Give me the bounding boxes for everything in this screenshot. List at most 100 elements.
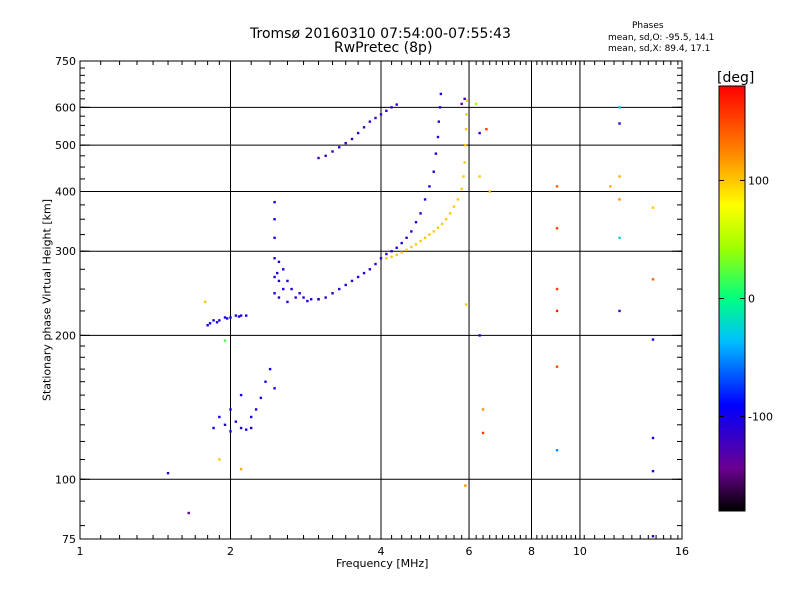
data-point — [362, 126, 366, 129]
colorbar: 100 0 -100 — [718, 85, 773, 512]
data-point — [239, 393, 243, 397]
data-point — [249, 415, 253, 419]
data-point — [273, 218, 276, 221]
data-point — [264, 380, 267, 383]
data-point — [488, 190, 491, 193]
data-point — [465, 113, 468, 116]
data-point — [460, 187, 463, 191]
x-tick-label: 10 — [573, 545, 587, 558]
data-point — [434, 152, 438, 155]
y-tick-label: 75 — [62, 533, 76, 546]
data-point — [651, 338, 655, 341]
data-point — [223, 316, 227, 319]
data-point — [368, 268, 372, 271]
data-point — [465, 99, 469, 102]
data-point — [481, 408, 485, 411]
data-point — [395, 103, 398, 106]
data-point — [423, 236, 427, 240]
data-point — [282, 268, 285, 271]
data-point — [245, 314, 248, 317]
data-point — [444, 218, 448, 221]
data-point — [166, 471, 170, 475]
colorbar-tick-label: -100 — [748, 411, 773, 424]
data-point — [290, 287, 293, 291]
data-point — [463, 97, 466, 101]
data-point — [436, 226, 440, 229]
data-point — [208, 322, 212, 325]
x-tick-label: 1 — [77, 545, 84, 558]
data-point — [277, 279, 281, 283]
data-point — [390, 255, 393, 259]
data-point — [374, 262, 377, 266]
data-point — [618, 309, 621, 313]
data-point — [555, 185, 559, 188]
data-point — [651, 206, 655, 209]
data-point — [331, 150, 334, 153]
data-point — [448, 212, 452, 215]
data-point — [249, 426, 253, 430]
data-point — [555, 309, 559, 313]
data-point — [419, 239, 422, 243]
data-point — [294, 296, 297, 299]
data-point — [555, 365, 559, 368]
data-point — [273, 257, 276, 260]
data-point — [405, 248, 408, 252]
data-point — [306, 299, 309, 303]
data-point — [302, 296, 305, 299]
data-point — [432, 230, 435, 233]
data-point — [414, 243, 418, 246]
data-point — [368, 120, 372, 123]
data-point — [400, 251, 403, 254]
x-axis-label: Frequency [MHz] — [336, 557, 429, 570]
data-point — [331, 292, 334, 295]
data-points — [166, 92, 655, 538]
data-point — [651, 535, 655, 538]
data-point — [464, 127, 468, 131]
data-point — [286, 300, 289, 304]
data-point — [229, 316, 232, 319]
data-point — [338, 146, 341, 149]
data-point — [385, 257, 388, 260]
data-point — [618, 236, 621, 240]
data-point — [379, 113, 383, 116]
data-point — [618, 175, 621, 178]
data-point — [187, 511, 190, 515]
chart-title: Tromsø 20160310 07:54:00-07:55:43 — [250, 26, 511, 42]
data-point — [374, 116, 377, 120]
colorbar-unit: [deg] — [717, 70, 755, 86]
data-point — [356, 275, 360, 279]
chart-subtitle: RwPretec (8p) — [334, 40, 433, 56]
data-point — [423, 198, 427, 201]
data-point — [215, 321, 219, 324]
data-point — [410, 230, 413, 233]
x-tick-label: 2 — [227, 545, 234, 558]
data-point — [428, 185, 431, 188]
y-tick-label: 600 — [55, 101, 76, 114]
data-point — [464, 484, 467, 487]
data-point — [555, 287, 559, 291]
colorbar-tick-label: 0 — [748, 293, 755, 306]
data-point — [234, 420, 238, 423]
data-point — [229, 408, 232, 411]
data-point — [276, 271, 279, 275]
data-point — [478, 334, 481, 337]
x-tick-label: 8 — [528, 545, 535, 558]
data-point — [474, 102, 478, 106]
data-point — [237, 315, 241, 318]
axes: 1 2 4 6 8 10 16 75 100 200 300 400 500 600 750 — [55, 55, 689, 558]
data-point — [317, 298, 320, 301]
y-tick-label: 500 — [55, 139, 76, 152]
data-point — [405, 236, 408, 240]
data-point — [400, 241, 403, 245]
data-point — [651, 469, 655, 473]
data-point — [414, 221, 418, 224]
x-tick-label: 4 — [378, 545, 385, 558]
colorbar-tick-label: 100 — [748, 174, 769, 187]
data-point — [277, 260, 281, 264]
data-point — [618, 122, 621, 125]
data-point — [428, 233, 431, 236]
data-point — [273, 387, 276, 390]
data-point — [390, 106, 393, 109]
data-point — [229, 430, 232, 433]
data-point — [226, 317, 229, 320]
